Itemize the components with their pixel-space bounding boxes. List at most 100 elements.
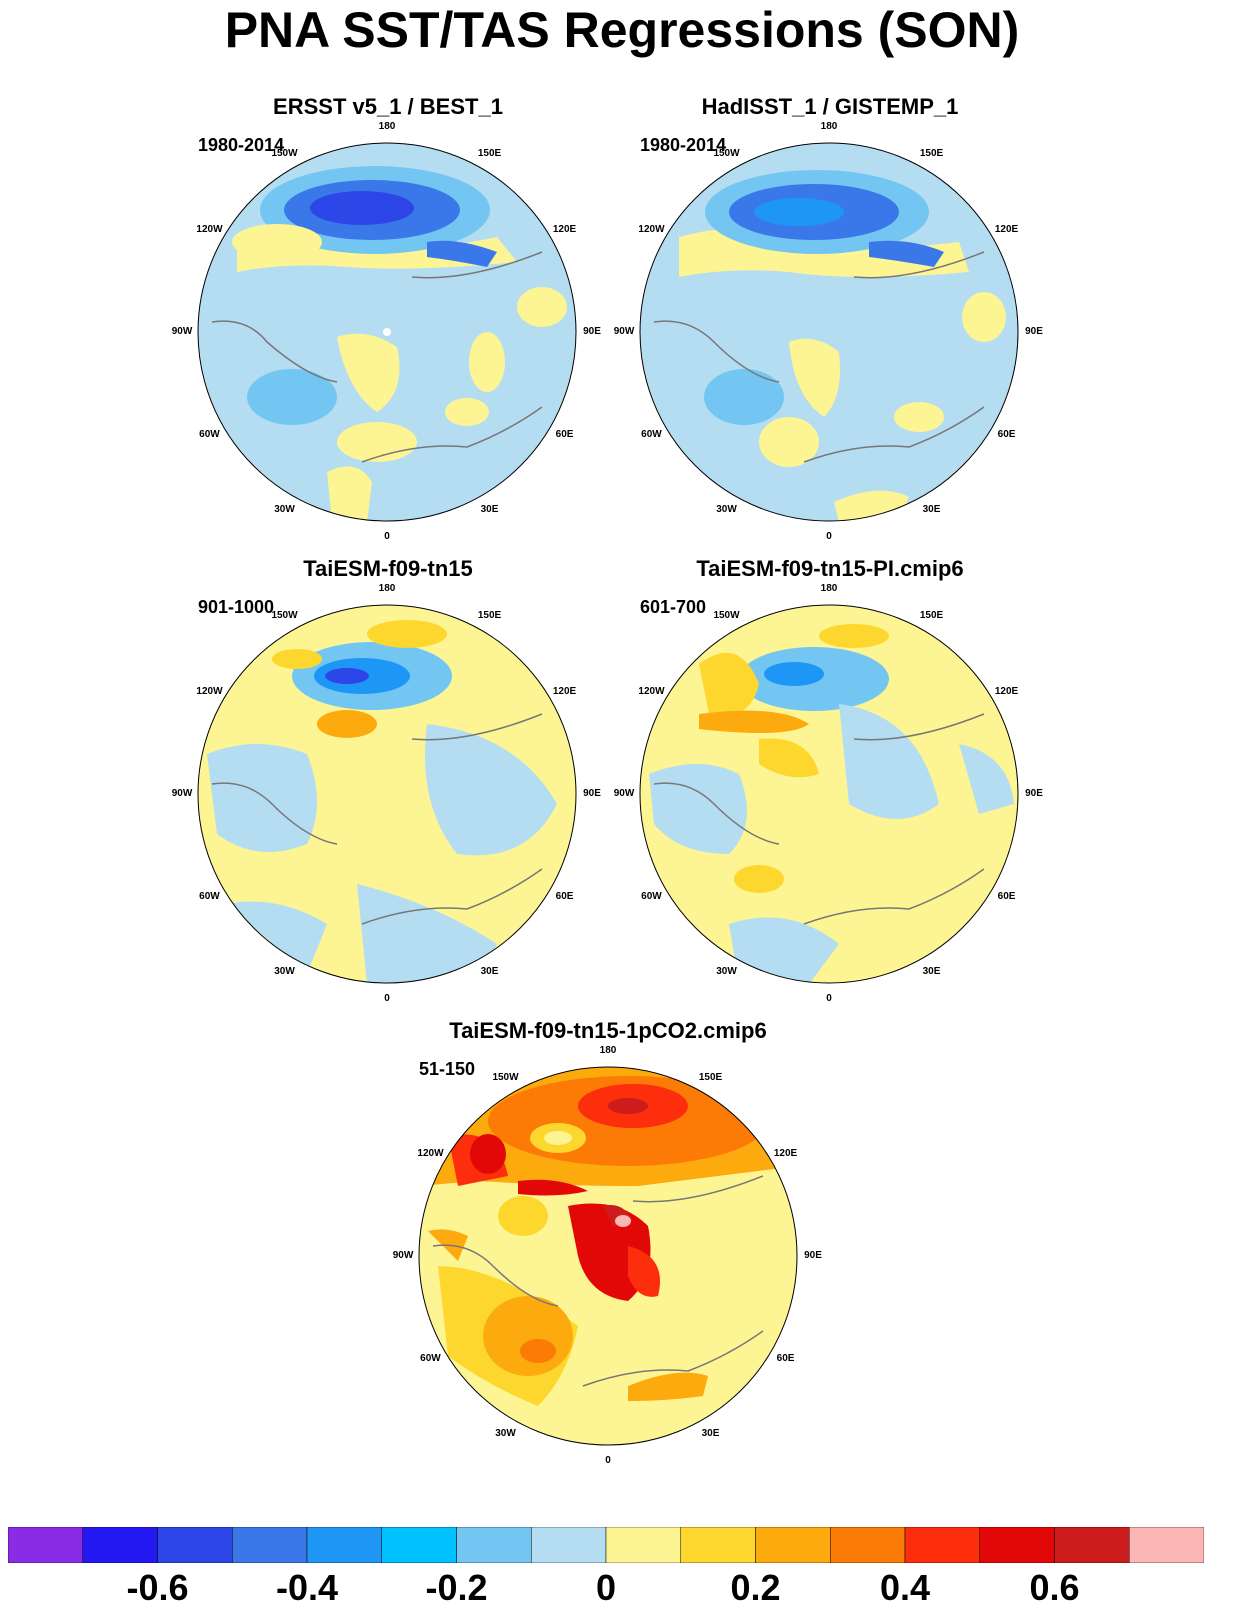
panel-5-title: TaiESM-f09-tn15-1pCO2.cmip6: [449, 1018, 767, 1043]
panel-3-period: 901-1000: [198, 597, 275, 617]
panel-1-lon-label: 60E: [555, 428, 574, 440]
panel-5-period: 51-150: [419, 1059, 476, 1079]
panel-2-lon-label: 120W: [638, 223, 665, 235]
panel-1-title: ERSST v5_1 / BEST_1: [273, 94, 503, 119]
panel-4-lon-label: 90W: [613, 788, 635, 799]
colorbar-tick-label: 0.6: [1029, 1567, 1080, 1608]
colorbar-swatch: [1054, 1527, 1130, 1563]
colorbar-swatch: [680, 1527, 756, 1563]
panel-2-lon-label: 90E: [1025, 326, 1043, 337]
panel-4-lon-label: 150E: [919, 610, 944, 622]
panel-4-period: 601-700: [640, 597, 707, 617]
panel-5-lon-label: 60E: [776, 1352, 795, 1364]
panel-4-lon-label: 90E: [1025, 788, 1043, 799]
colorbar-swatch: [830, 1527, 906, 1563]
panel-5-lon-label: 120W: [417, 1147, 444, 1159]
panel-4-lon-label: 150W: [713, 610, 740, 622]
panel-1-lon-label: 120W: [196, 223, 223, 235]
panel-2-map: [639, 142, 1019, 522]
panel-1-lon-label: 90W: [171, 326, 193, 337]
panel-3-lon-label: 0: [384, 993, 390, 1004]
panel-4-lon-label: 0: [826, 993, 832, 1004]
panel-3-lon-label: 150W: [271, 610, 298, 622]
panel-1-lon-label: 120E: [552, 223, 577, 235]
panel-1-lon-label: 30E: [480, 503, 499, 515]
colorbar-tick-label: -0.4: [275, 1567, 339, 1608]
panel-2-lon-label: 60E: [997, 428, 1016, 440]
colorbar-swatch: [8, 1527, 83, 1563]
panel-1-lon-label: 180: [378, 121, 396, 132]
panel-5-lon-label: 150W: [492, 1072, 519, 1084]
colorbar-swatch: [605, 1527, 681, 1563]
panel-4-lon-label: 60W: [641, 890, 662, 902]
panel-2-lon-label: 30E: [922, 503, 941, 515]
panel-2-title: HadISST_1 / GISTEMP_1: [701, 94, 959, 119]
panel-5-map: [418, 1066, 798, 1446]
panel-3-lon-label: 180: [378, 583, 396, 594]
panel-2-lon-label: 30W: [716, 503, 737, 515]
panel-1-period: 1980-2014: [198, 135, 285, 155]
panel-1-lon-label: 150E: [477, 148, 502, 160]
panel-3-lon-label: 120E: [552, 685, 577, 697]
panel-4-lon-label: 60E: [997, 890, 1016, 902]
panel-3-lon-label: 120W: [196, 685, 223, 697]
panel-2-lon-label: 0: [826, 531, 832, 542]
colorbar-tick-label: 0: [595, 1567, 617, 1608]
colorbar-swatch: [232, 1527, 308, 1563]
panel-3-lon-label: 60E: [555, 890, 574, 902]
panel-1-lon-label: 90E: [583, 326, 601, 337]
panel-3-lon-label: 60W: [199, 890, 220, 902]
panel-4-lon-label: 180: [820, 583, 838, 594]
panel-1-lon-label: 60W: [199, 428, 220, 440]
panel-2-lon-label: 150W: [713, 148, 740, 160]
colorbar-swatch: [82, 1527, 158, 1563]
panel-5-lon-label: 150E: [698, 1072, 723, 1084]
panel-1-lon-label: 0: [384, 531, 390, 542]
panel-2-lon-label: 90W: [613, 326, 635, 337]
panel-1-lon-label: 150W: [271, 148, 298, 160]
colorbar-tick-label: 0.4: [879, 1567, 931, 1608]
panel-4-lon-label: 120W: [638, 685, 665, 697]
panel-5-lon-label: 30E: [701, 1427, 720, 1439]
colorbar-tick-label: -0.2: [425, 1567, 488, 1608]
panel-5-lon-label: 60W: [420, 1352, 441, 1364]
panel-2-lon-label: 180: [820, 121, 838, 132]
panel-2-period: 1980-2014: [640, 135, 727, 155]
colorbar-swatch: [755, 1527, 831, 1563]
panel-5-lon-label: 30W: [495, 1427, 516, 1439]
panel-3-lon-label: 30W: [274, 965, 295, 977]
panel-4-lon-label: 30E: [922, 965, 941, 977]
panel-1-map: [197, 142, 577, 522]
panel-3-lon-label: 90E: [583, 788, 601, 799]
colorbar-swatch: [456, 1527, 532, 1563]
panel-2-lon-label: 150E: [919, 148, 944, 160]
colorbar-swatch: [1129, 1527, 1204, 1563]
panel-5-lon-label: 0: [605, 1455, 611, 1466]
panel-2-lon-label: 60W: [641, 428, 662, 440]
colorbar-swatch: [157, 1527, 233, 1563]
colorbar-tick-label: 0.2: [730, 1567, 781, 1608]
panel-3-lon-label: 150E: [477, 610, 502, 622]
panel-4-title: TaiESM-f09-tn15-PI.cmip6: [696, 556, 964, 581]
figure-title: PNA SST/TAS Regressions (SON): [224, 2, 1020, 58]
panel-2-lon-label: 120E: [994, 223, 1019, 235]
panel-4-lon-label: 30W: [716, 965, 737, 977]
panel-3-title: TaiESM-f09-tn15: [303, 556, 473, 581]
panel-3-lon-label: 90W: [171, 788, 193, 799]
panel-3-lon-label: 30E: [480, 965, 499, 977]
colorbar: [8, 1527, 1204, 1563]
colorbar-swatch: [979, 1527, 1055, 1563]
panel-5-lon-label: 180: [599, 1045, 617, 1056]
panel-3-map: [197, 604, 577, 984]
colorbar-swatch: [904, 1527, 980, 1563]
colorbar-swatch: [531, 1527, 607, 1563]
panel-4-lon-label: 120E: [994, 685, 1019, 697]
panel-5-lon-label: 120E: [773, 1147, 798, 1159]
panel-5-lon-label: 90E: [804, 1250, 822, 1261]
panel-1-lon-label: 30W: [274, 503, 295, 515]
colorbar-swatch: [306, 1527, 382, 1563]
panel-5-lon-label: 90W: [392, 1250, 414, 1261]
panel-4-map: [639, 604, 1019, 984]
colorbar-tick-label: -0.6: [126, 1567, 189, 1608]
colorbar-swatch: [381, 1527, 457, 1563]
